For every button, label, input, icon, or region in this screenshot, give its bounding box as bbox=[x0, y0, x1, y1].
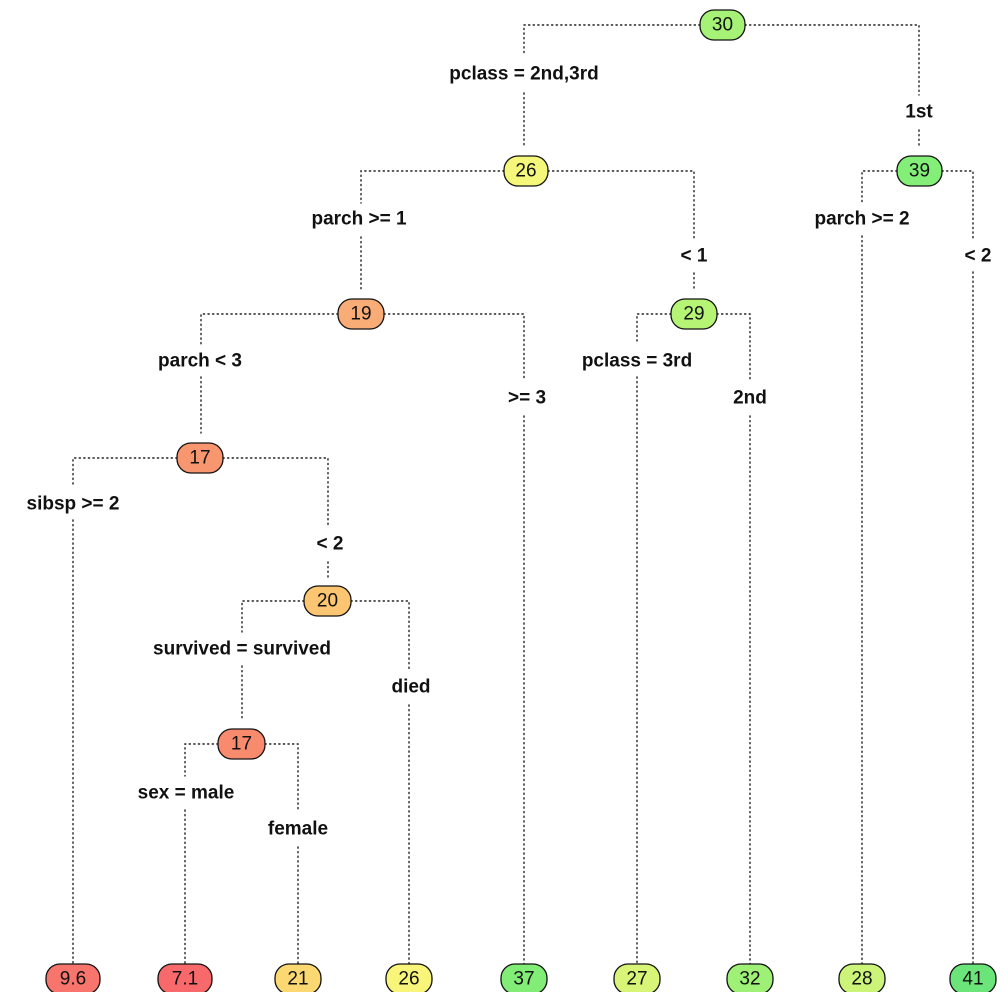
leaf-6: 27 bbox=[613, 963, 661, 992]
leaf-3: 21 bbox=[274, 963, 322, 992]
leaf-9-box bbox=[949, 963, 997, 992]
leaf-2-box bbox=[157, 963, 213, 992]
edge-n17a-right bbox=[222, 457, 329, 527]
leaf-8: 28 bbox=[838, 963, 886, 992]
leaf-8-value: 28 bbox=[851, 969, 872, 990]
tree-edges bbox=[72, 24, 974, 965]
split-label-n20-left: survived = survived bbox=[153, 639, 331, 660]
node-n17a-value: 17 bbox=[189, 448, 210, 469]
node-n17b-box bbox=[217, 728, 266, 760]
leaf-9-value: 41 bbox=[962, 969, 983, 990]
leaf-9: 41 bbox=[949, 963, 997, 992]
leaf-6-box bbox=[613, 963, 661, 992]
node-n19-value: 19 bbox=[350, 304, 371, 325]
leaf-7-value: 32 bbox=[739, 969, 760, 990]
edge-n19-right bbox=[383, 313, 525, 382]
split-label-n29-left: pclass = 3rd bbox=[582, 351, 692, 372]
edge-n26-left bbox=[360, 170, 505, 204]
split-label-root-right: 1st bbox=[905, 102, 933, 123]
edge-n17b-right bbox=[264, 743, 299, 813]
edge-n19-left bbox=[200, 313, 339, 345]
node-n26-value: 26 bbox=[515, 161, 536, 182]
node-n17b: 17 bbox=[217, 728, 266, 760]
leaf-6-value: 27 bbox=[626, 969, 647, 990]
leaf-4-box bbox=[385, 963, 433, 992]
edge-root-left bbox=[523, 24, 701, 56]
edge-n29-right bbox=[716, 313, 751, 382]
edge-n26-right bbox=[547, 170, 695, 239]
node-n26: 26 bbox=[503, 155, 549, 187]
leaf-2: 7.1 bbox=[157, 963, 213, 992]
split-label-root-left: pclass = 2nd,3rd bbox=[449, 64, 598, 85]
leaf-5-box bbox=[500, 963, 548, 992]
leaf-3-box bbox=[274, 963, 322, 992]
node-n29-box bbox=[670, 298, 718, 330]
edge-n20-right bbox=[350, 600, 410, 671]
node-root: 30 bbox=[699, 9, 746, 41]
node-n19: 19 bbox=[337, 298, 385, 330]
leaf-7: 32 bbox=[726, 963, 774, 992]
leaf-1-value: 9.6 bbox=[60, 969, 86, 990]
node-n39-box bbox=[896, 155, 943, 187]
split-label-n17a-right: < 2 bbox=[317, 534, 344, 555]
node-n39-value: 39 bbox=[909, 161, 930, 182]
split-label-n39-right: < 2 bbox=[965, 246, 992, 267]
split-labels: pclass = 2nd,3rd 1st parch >= 1 < 1 parc… bbox=[27, 64, 992, 840]
split-label-n26-right: < 1 bbox=[681, 246, 708, 267]
leaf-1: 9.6 bbox=[45, 963, 101, 992]
node-n17a-box bbox=[176, 442, 224, 474]
edge-n39-left bbox=[861, 170, 898, 205]
split-label-n19-left: parch < 3 bbox=[158, 351, 242, 372]
leaf-3-value: 21 bbox=[287, 969, 308, 990]
tree-nodes: 30 26 39 19 29 17 20 17 bbox=[176, 9, 943, 760]
node-root-box bbox=[699, 9, 746, 41]
node-n20-box bbox=[303, 585, 352, 617]
leaf-5-value: 37 bbox=[513, 969, 534, 990]
split-label-n29-right: 2nd bbox=[733, 388, 767, 409]
edge-n29-left bbox=[636, 313, 672, 345]
node-n20-value: 20 bbox=[317, 591, 338, 612]
node-n29-value: 29 bbox=[683, 304, 704, 325]
edge-n17b-left bbox=[184, 743, 219, 777]
leaf-2-value: 7.1 bbox=[172, 969, 198, 990]
tree-leaves: 9.6 7.1 21 26 37 27 32 28 bbox=[45, 963, 997, 992]
split-label-n26-left: parch >= 1 bbox=[311, 209, 406, 230]
node-n17a: 17 bbox=[176, 442, 224, 474]
split-label-n19-right: >= 3 bbox=[508, 388, 546, 409]
node-n26-box bbox=[503, 155, 549, 187]
edge-root-right bbox=[744, 24, 920, 96]
node-n20: 20 bbox=[303, 585, 352, 617]
leaf-5: 37 bbox=[500, 963, 548, 992]
split-label-n20-right: died bbox=[391, 677, 430, 698]
edge-n20-left bbox=[241, 600, 305, 633]
edge-n17a-left bbox=[72, 457, 178, 488]
split-label-n17b-left: sex = male bbox=[138, 783, 235, 804]
edge-n39-right bbox=[941, 170, 974, 239]
leaf-7-box bbox=[726, 963, 774, 992]
leaf-4-value: 26 bbox=[398, 969, 419, 990]
leaf-8-box bbox=[838, 963, 886, 992]
node-n17b-value: 17 bbox=[231, 734, 252, 755]
split-label-n17b-right: female bbox=[268, 819, 328, 840]
node-root-value: 30 bbox=[712, 15, 733, 36]
node-n39: 39 bbox=[896, 155, 943, 187]
split-label-n39-left: parch >= 2 bbox=[814, 209, 909, 230]
leaf-1-box bbox=[45, 963, 101, 992]
node-n29: 29 bbox=[670, 298, 718, 330]
split-label-n17a-left: sibsp >= 2 bbox=[27, 494, 120, 515]
node-n19-box bbox=[337, 298, 385, 330]
leaf-4: 26 bbox=[385, 963, 433, 992]
